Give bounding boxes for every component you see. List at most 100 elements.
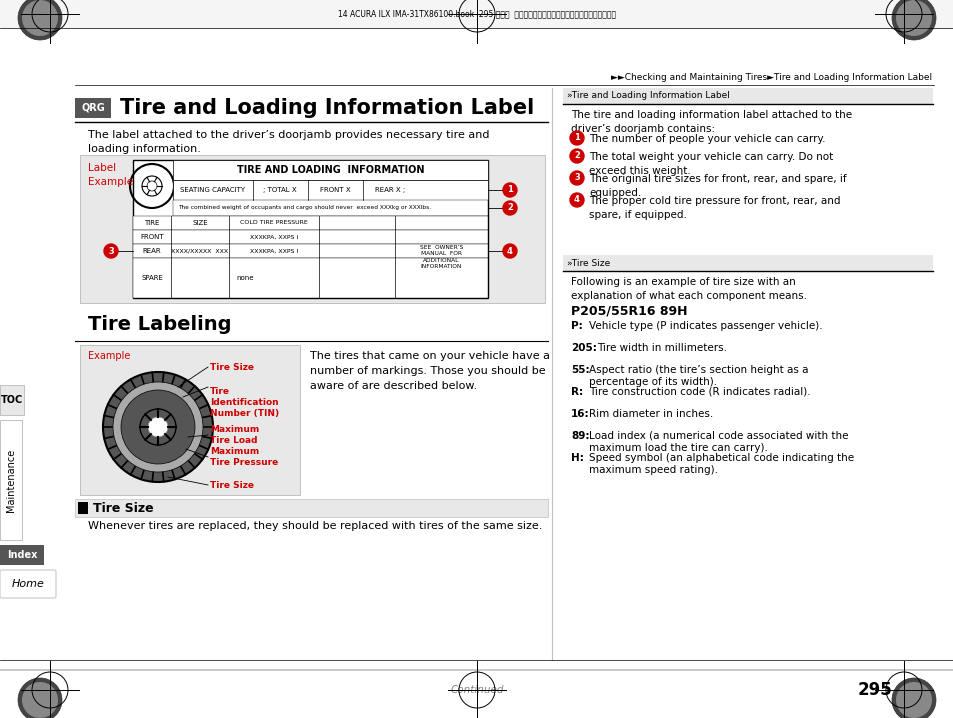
Text: FRONT: FRONT (140, 234, 164, 240)
Text: The label attached to the driver’s doorjamb provides necessary tire and
loading : The label attached to the driver’s doorj… (88, 130, 489, 154)
Text: SEE  OWNER’S
MANUAL  FOR
ADDITIONAL
INFORMATION: SEE OWNER’S MANUAL FOR ADDITIONAL INFORM… (419, 246, 463, 269)
Text: Whenever tires are replaced, they should be replaced with tires of the same size: Whenever tires are replaced, they should… (88, 521, 542, 531)
Text: The proper cold tire pressure for front, rear, and
spare, if equipped.: The proper cold tire pressure for front,… (588, 196, 840, 220)
Text: XXXKPA, XXPS I: XXXKPA, XXPS I (250, 248, 297, 253)
Bar (78, 502, 88, 514)
Text: TIRE: TIRE (144, 220, 159, 226)
Circle shape (895, 0, 931, 36)
Text: P:: P: (571, 321, 582, 331)
Bar (172, 180, 488, 200)
Text: The number of people your vehicle can carry.: The number of people your vehicle can ca… (588, 134, 824, 144)
Text: 16:: 16: (571, 409, 589, 419)
Text: COLD TIRE PRESSURE: COLD TIRE PRESSURE (240, 220, 308, 225)
Text: The total weight your vehicle can carry. Do not
exceed this weight.: The total weight your vehicle can carry.… (588, 152, 832, 176)
Bar (132, 258, 488, 298)
Text: 3: 3 (574, 174, 579, 182)
Text: Maximum
Tire Pressure: Maximum Tire Pressure (210, 447, 278, 467)
Circle shape (502, 244, 517, 258)
Circle shape (147, 181, 157, 191)
Text: ; TOTAL X: ; TOTAL X (263, 187, 296, 193)
Text: Vehicle type (P indicates passenger vehicle).: Vehicle type (P indicates passenger vehi… (588, 321, 821, 331)
Text: REAR X ;: REAR X ; (375, 187, 405, 193)
Bar (80, 345, 299, 495)
Text: Speed symbol (an alphabetical code indicating the
maximum speed rating).: Speed symbol (an alphabetical code indic… (588, 453, 853, 475)
Text: P205/55R16 89H: P205/55R16 89H (571, 305, 687, 318)
Text: »Tire and Loading Information Label: »Tire and Loading Information Label (566, 91, 729, 101)
Text: 4: 4 (574, 195, 579, 205)
Bar (562, 88, 932, 104)
Text: 1: 1 (574, 134, 579, 142)
Text: Rim diameter in inches.: Rim diameter in inches. (588, 409, 713, 419)
Bar (0, 545, 44, 565)
Text: 55:: 55: (571, 365, 589, 375)
Circle shape (22, 0, 58, 36)
Text: TOC: TOC (1, 395, 23, 405)
Text: »Tire Size: »Tire Size (566, 258, 610, 268)
Text: Tire Size: Tire Size (210, 363, 253, 371)
Text: 14 ACURA ILX IMA-31TX86100.book  295 ページ  　２０１３年３月７日　木曜日　午後１時１４分: 14 ACURA ILX IMA-31TX86100.book 295 ページ … (337, 9, 616, 19)
Text: Following is an example of tire size with an
explanation of what each component : Following is an example of tire size wit… (571, 277, 806, 301)
Text: Index: Index (7, 550, 37, 560)
Text: Home: Home (11, 579, 45, 589)
Bar (0, 385, 24, 415)
Text: XXXX/XXXXX  XXX: XXXX/XXXXX XXX (172, 248, 229, 253)
Text: 2: 2 (507, 203, 513, 213)
Text: 4: 4 (507, 246, 513, 256)
Bar (562, 255, 932, 271)
Bar (0, 420, 22, 540)
Text: Label
Example: Label Example (88, 163, 133, 187)
Circle shape (18, 678, 62, 718)
Text: 2: 2 (574, 151, 579, 161)
Circle shape (569, 131, 583, 145)
Circle shape (891, 0, 935, 40)
Bar (80, 155, 544, 303)
Circle shape (502, 183, 517, 197)
Text: 295: 295 (857, 681, 891, 699)
FancyBboxPatch shape (0, 570, 56, 598)
Text: SIZE: SIZE (192, 220, 208, 226)
Text: The combined weight of occupants and cargo should never  exceed XXXkg or XXXlbs.: The combined weight of occupants and car… (178, 205, 431, 210)
Circle shape (569, 171, 583, 185)
Text: none: none (236, 275, 253, 281)
Text: ►►Checking and Maintaining Tires►Tire and Loading Information Label: ►►Checking and Maintaining Tires►Tire an… (610, 73, 931, 82)
Text: 1: 1 (507, 185, 513, 195)
Text: Continued: Continued (450, 685, 503, 695)
Text: QRG: QRG (81, 103, 105, 113)
Text: Aspect ratio (the tire’s section height as a
percentage of its width).: Aspect ratio (the tire’s section height … (588, 365, 807, 388)
Circle shape (502, 201, 517, 215)
Text: The tire and loading information label attached to the
driver’s doorjamb contain: The tire and loading information label a… (571, 110, 851, 134)
Text: H:: H: (571, 453, 583, 463)
Bar (75, 499, 547, 517)
Bar (132, 216, 488, 230)
Text: REAR: REAR (143, 248, 161, 254)
Text: The tires that came on your vehicle have a
number of markings. Those you should : The tires that came on your vehicle have… (310, 351, 550, 391)
Bar (132, 160, 488, 298)
Text: FRONT X: FRONT X (319, 187, 350, 193)
Circle shape (895, 682, 931, 718)
Circle shape (104, 244, 118, 258)
Circle shape (121, 390, 194, 464)
Text: 89:: 89: (571, 431, 589, 441)
Circle shape (891, 678, 935, 718)
Bar (172, 200, 488, 216)
Bar (172, 160, 488, 180)
Text: R:: R: (571, 387, 582, 397)
Text: 205:: 205: (571, 343, 597, 353)
Text: SPARE: SPARE (141, 275, 163, 281)
Circle shape (18, 0, 62, 40)
Text: Tire construction code (R indicates radial).: Tire construction code (R indicates radi… (588, 387, 810, 397)
Text: Tire Size: Tire Size (210, 480, 253, 490)
Text: Tire and Loading Information Label: Tire and Loading Information Label (120, 98, 534, 118)
Circle shape (112, 382, 203, 472)
Text: XXXKPA, XXPS I: XXXKPA, XXPS I (250, 235, 297, 240)
Text: Maintenance: Maintenance (6, 448, 16, 512)
Text: Load index (a numerical code associated with the
maximum load the tire can carry: Load index (a numerical code associated … (588, 431, 847, 453)
Text: Tire
Identification
Number (TIN): Tire Identification Number (TIN) (210, 387, 279, 418)
Text: TIRE AND LOADING  INFORMATION: TIRE AND LOADING INFORMATION (236, 165, 424, 175)
Circle shape (103, 372, 213, 482)
Text: Tire Size: Tire Size (92, 501, 153, 515)
Text: Tire Labeling: Tire Labeling (88, 315, 232, 334)
Circle shape (569, 149, 583, 163)
Text: 3: 3 (108, 246, 113, 256)
Text: Tire width in millimeters.: Tire width in millimeters. (597, 343, 726, 353)
